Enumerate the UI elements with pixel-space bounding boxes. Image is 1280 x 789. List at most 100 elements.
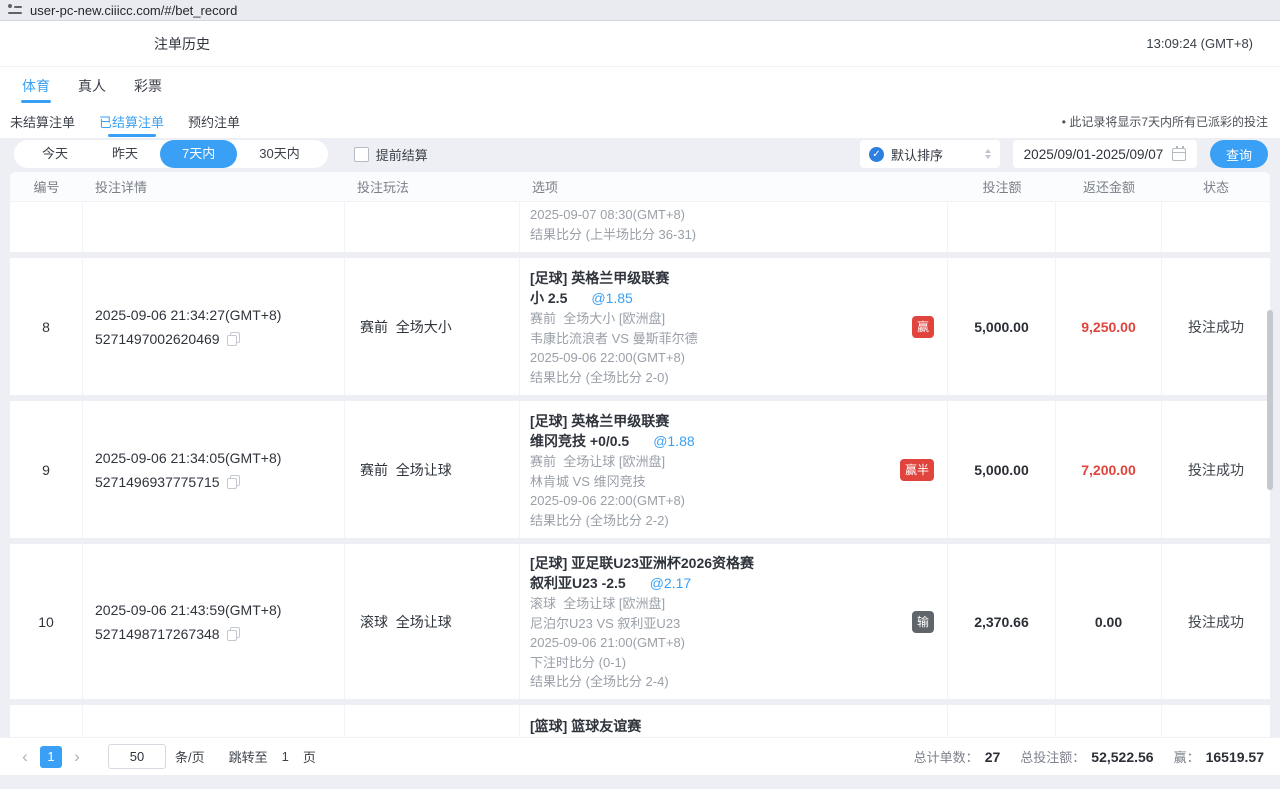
market: 滚球 全场让球 [欧洲盘] bbox=[530, 596, 666, 611]
result-score: 结果比分 (上半场比分 36-31) bbox=[530, 226, 697, 242]
col-status: 状态 bbox=[1202, 180, 1229, 195]
jump-to-label: 跳转至 bbox=[228, 750, 268, 765]
page-title: 注单历史 bbox=[154, 35, 210, 52]
match-time: 2025-09-06 22:00(GMT+8) bbox=[530, 493, 686, 508]
bet-status: 投注成功 bbox=[1188, 318, 1244, 335]
early-settle-label: 提前结算 bbox=[375, 147, 428, 163]
odds: @2.17 bbox=[649, 575, 692, 591]
copy-icon[interactable] bbox=[226, 626, 240, 641]
league-name: [足球] 英格兰甲级联赛 bbox=[530, 270, 670, 286]
sort-select[interactable]: ✓ 默认排序 bbox=[860, 140, 1000, 168]
result-score: 结果比分 (全场比分 2-2) bbox=[530, 512, 669, 528]
page-unit-label: 页 bbox=[302, 750, 316, 765]
match-time: 2025-09-07 08:30(GMT+8) bbox=[530, 207, 686, 222]
stake-amount: 5,000.00 bbox=[974, 318, 1029, 335]
bet-time: 2025-09-06 21:34:27(GMT+8) bbox=[95, 306, 282, 323]
stake-amount: 2,370.66 bbox=[974, 613, 1029, 630]
filter-yesterday[interactable]: 昨天 bbox=[112, 146, 139, 161]
primary-tabs: 体育 真人 彩票 bbox=[0, 67, 1280, 105]
sort-caret-icon bbox=[985, 149, 991, 159]
payout-amount: 9,250.00 bbox=[1081, 318, 1136, 335]
match-time: 2025-09-06 21:00(GMT+8) bbox=[530, 635, 686, 650]
match-teams: 林肯城 VS 维冈竞技 bbox=[530, 473, 646, 489]
table-row: 9 2025-09-06 21:34:05(GMT+8) 52714969377… bbox=[10, 401, 1270, 538]
filter-bar: 今天 昨天 7天内 30天内 提前结算 ✓ 默认排序 2025/09/01-20… bbox=[14, 140, 1268, 168]
bet-time: 2025-09-06 21:34:05(GMT+8) bbox=[95, 449, 282, 466]
result-badge-win: 赢 bbox=[911, 315, 934, 338]
result-score: 结果比分 (全场比分 2-0) bbox=[530, 369, 669, 385]
subtab-reserved[interactable]: 预约注单 bbox=[188, 115, 241, 130]
date-range-picker[interactable]: 2025/09/01-2025/09/07 bbox=[1013, 140, 1197, 168]
bet-time: 2025-09-06 21:43:59(GMT+8) bbox=[95, 601, 282, 618]
copy-icon[interactable] bbox=[226, 331, 240, 346]
current-page-button[interactable]: 1 bbox=[40, 745, 62, 768]
bet-score: 下注时比分 (0-1) bbox=[530, 654, 627, 670]
filter-30days[interactable]: 30天内 bbox=[259, 146, 300, 161]
col-payout: 返还金额 bbox=[1082, 180, 1135, 195]
row-number: 8 bbox=[42, 318, 50, 335]
payout-amount: 7,200.00 bbox=[1081, 461, 1136, 478]
match-teams: 尼泊尔U23 VS 叙利亚U23 bbox=[530, 615, 681, 631]
total-stake-value: 52,522.56 bbox=[1091, 748, 1154, 765]
odds: @1.85 bbox=[591, 290, 633, 306]
win-label: 赢： bbox=[1173, 750, 1200, 765]
league-name: [足球] 亚足联U23亚洲杯2026资格赛 bbox=[530, 555, 755, 571]
copy-icon[interactable] bbox=[226, 474, 240, 489]
browser-url-bar: user-pc-new.ciiicc.com/#/bet_record bbox=[0, 0, 1280, 21]
filter-today[interactable]: 今天 bbox=[42, 146, 69, 161]
table-row-partial-bottom: [篮球] 篮球友谊赛 bbox=[10, 705, 1270, 737]
total-stake-label: 总投注额： bbox=[1020, 750, 1086, 765]
result-badge-half-win: 赢半 bbox=[899, 458, 934, 481]
payout-amount: 0.00 bbox=[1094, 613, 1123, 630]
bet-record-table: 编号 投注详情 投注玩法 选项 投注额 返还金额 状态 2025-09-07 0… bbox=[10, 172, 1270, 737]
per-page-label: 条/页 bbox=[175, 750, 205, 765]
subtab-settled[interactable]: 已结算注单 bbox=[99, 105, 164, 138]
url-text[interactable]: user-pc-new.ciiicc.com/#/bet_record bbox=[30, 2, 238, 18]
market: 赛前 全场让球 [欧洲盘] bbox=[530, 454, 666, 469]
ticket-number: 5271498717267348 bbox=[95, 625, 220, 642]
filter-right-group: ✓ 默认排序 2025/09/01-2025/09/07 查询 bbox=[860, 140, 1268, 168]
play-type: 赛前 全场大小 bbox=[360, 318, 452, 335]
table-row: 8 2025-09-06 21:34:27(GMT+8) 52714970026… bbox=[10, 258, 1270, 395]
row-number: 9 bbox=[42, 461, 50, 478]
jump-page-value[interactable]: 1 bbox=[281, 749, 289, 764]
table-header: 编号 投注详情 投注玩法 选项 投注额 返还金额 状态 bbox=[10, 172, 1270, 202]
page-size-input[interactable] bbox=[108, 744, 166, 769]
date-quick-filter-group: 今天 昨天 7天内 30天内 bbox=[14, 140, 328, 168]
tab-lottery[interactable]: 彩票 bbox=[134, 78, 162, 94]
result-badge-lose: 输 bbox=[911, 610, 934, 633]
league-name: [篮球] 篮球友谊赛 bbox=[530, 718, 642, 734]
play-type: 滚球 全场让球 bbox=[360, 613, 452, 630]
result-score: 结果比分 (全场比分 2-4) bbox=[530, 674, 669, 689]
early-settle-checkbox-wrap[interactable]: 提前结算 bbox=[353, 145, 428, 164]
search-button[interactable]: 查询 bbox=[1210, 140, 1268, 168]
league-name: [足球] 英格兰甲级联赛 bbox=[530, 413, 670, 429]
summary-totals: 总计单数： 27 总投注额： 52,522.56 赢： 16519.57 bbox=[914, 747, 1264, 766]
stake-amount: 5,000.00 bbox=[974, 461, 1029, 478]
pick: 叙利亚U23 -2.5 bbox=[530, 575, 626, 591]
total-count-label: 总计单数： bbox=[913, 750, 979, 765]
pick: 维冈竞技 +0/0.5 bbox=[530, 433, 630, 449]
filter-7days[interactable]: 7天内 bbox=[160, 140, 238, 168]
match-teams: 韦康比流浪者 VS 曼斯菲尔德 bbox=[530, 330, 698, 346]
ticket-number: 5271497002620469 bbox=[95, 330, 220, 347]
tab-search-icon bbox=[8, 4, 22, 16]
tab-sports[interactable]: 体育 bbox=[22, 67, 50, 105]
tab-live[interactable]: 真人 bbox=[78, 78, 106, 94]
pagination-footer: ‹ 1 › 条/页 跳转至 1 页 总计单数： 27 总投注额： 52,522.… bbox=[0, 737, 1280, 775]
col-option: 选项 bbox=[532, 180, 559, 195]
sort-selected-value: 默认排序 bbox=[891, 147, 944, 163]
total-count-value: 27 bbox=[984, 748, 1001, 765]
table-row-partial-top: 2025-09-07 08:30(GMT+8) 结果比分 (上半场比分 36-3… bbox=[10, 202, 1270, 252]
record-note: • 此记录将显示7天内所有已派彩的投注 bbox=[1061, 115, 1268, 129]
subtab-unsettled[interactable]: 未结算注单 bbox=[10, 115, 76, 130]
early-settle-checkbox[interactable] bbox=[353, 146, 369, 162]
next-page-icon[interactable]: › bbox=[74, 747, 80, 766]
ticket-number: 5271496937775715 bbox=[95, 473, 220, 490]
pick: 小 2.5 bbox=[530, 290, 568, 306]
col-detail: 投注详情 bbox=[95, 180, 148, 195]
vertical-scrollbar-thumb[interactable] bbox=[1267, 310, 1273, 490]
table-row: 10 2025-09-06 21:43:59(GMT+8) 5271498717… bbox=[10, 544, 1270, 699]
match-time: 2025-09-06 22:00(GMT+8) bbox=[530, 350, 686, 365]
prev-page-icon[interactable]: ‹ bbox=[22, 747, 28, 766]
